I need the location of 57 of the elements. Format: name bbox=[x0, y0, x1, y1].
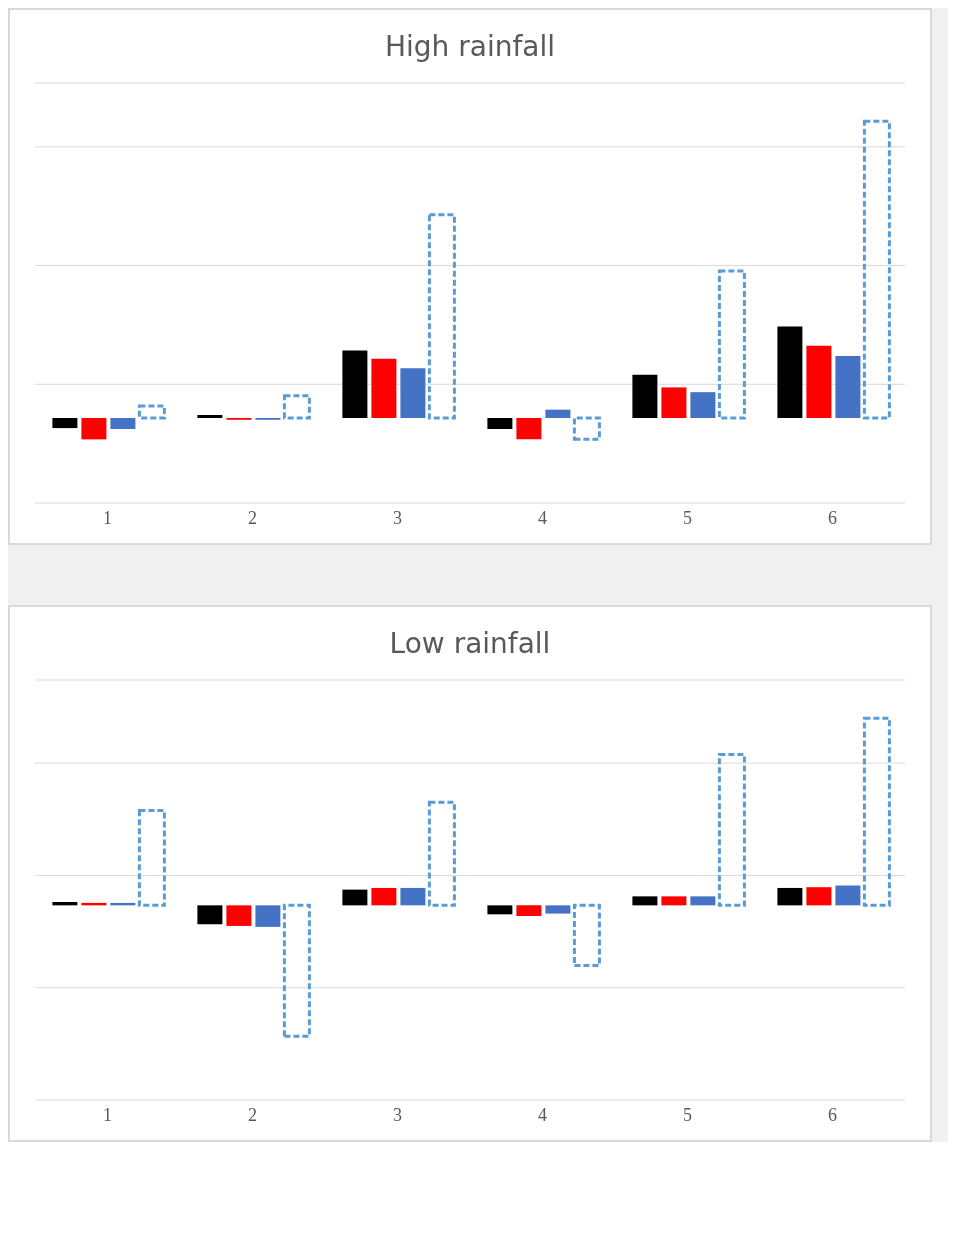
bar bbox=[690, 896, 716, 906]
x-tick-label: 6 bbox=[828, 1104, 837, 1125]
bar bbox=[806, 345, 832, 418]
x-tick-label: 3 bbox=[393, 1104, 402, 1125]
x-tick-label: 4 bbox=[538, 1104, 547, 1125]
bar bbox=[400, 368, 426, 418]
bar bbox=[52, 417, 78, 429]
bar bbox=[516, 417, 542, 440]
bar bbox=[862, 716, 891, 907]
bar bbox=[197, 905, 223, 925]
x-tick-label: 1 bbox=[103, 1104, 112, 1125]
x-tick-label: 2 bbox=[248, 507, 257, 528]
bar bbox=[516, 905, 542, 917]
chart-title: Low rainfall bbox=[388, 626, 552, 660]
bar bbox=[342, 889, 368, 906]
x-tick-label: 5 bbox=[683, 507, 692, 528]
x-tick-label: 6 bbox=[828, 507, 837, 528]
bar bbox=[632, 374, 658, 418]
bar bbox=[545, 905, 571, 914]
bar bbox=[371, 358, 397, 418]
bar bbox=[717, 752, 746, 907]
bar bbox=[282, 394, 311, 420]
bar bbox=[777, 326, 803, 418]
bar bbox=[371, 887, 397, 906]
bar bbox=[81, 417, 107, 440]
bar bbox=[197, 415, 223, 418]
chart-title: High rainfall bbox=[384, 29, 556, 63]
bar bbox=[572, 903, 601, 968]
bar bbox=[226, 905, 252, 926]
bar bbox=[661, 896, 687, 906]
bar bbox=[690, 392, 716, 418]
x-tick-label: 4 bbox=[538, 507, 547, 528]
bar bbox=[255, 905, 281, 927]
bar bbox=[110, 417, 136, 429]
bar bbox=[717, 269, 746, 420]
bar bbox=[835, 885, 861, 906]
bar bbox=[342, 350, 368, 418]
bar bbox=[572, 416, 601, 441]
x-tick-label: 1 bbox=[103, 507, 112, 528]
bar bbox=[835, 355, 861, 418]
x-tick-label: 2 bbox=[248, 1104, 257, 1125]
bar bbox=[777, 887, 803, 906]
bar bbox=[661, 387, 687, 418]
bar bbox=[427, 800, 456, 907]
bar bbox=[806, 887, 832, 906]
bar bbox=[545, 409, 571, 418]
bar bbox=[632, 896, 658, 906]
x-tick-label: 5 bbox=[683, 1104, 692, 1125]
bar bbox=[487, 417, 513, 429]
bar bbox=[137, 808, 166, 907]
bar bbox=[282, 903, 311, 1038]
bar bbox=[427, 213, 456, 420]
bar bbox=[487, 905, 513, 915]
bar bbox=[862, 119, 891, 420]
bar bbox=[400, 887, 426, 906]
bar bbox=[137, 404, 166, 420]
x-tick-label: 3 bbox=[393, 507, 402, 528]
